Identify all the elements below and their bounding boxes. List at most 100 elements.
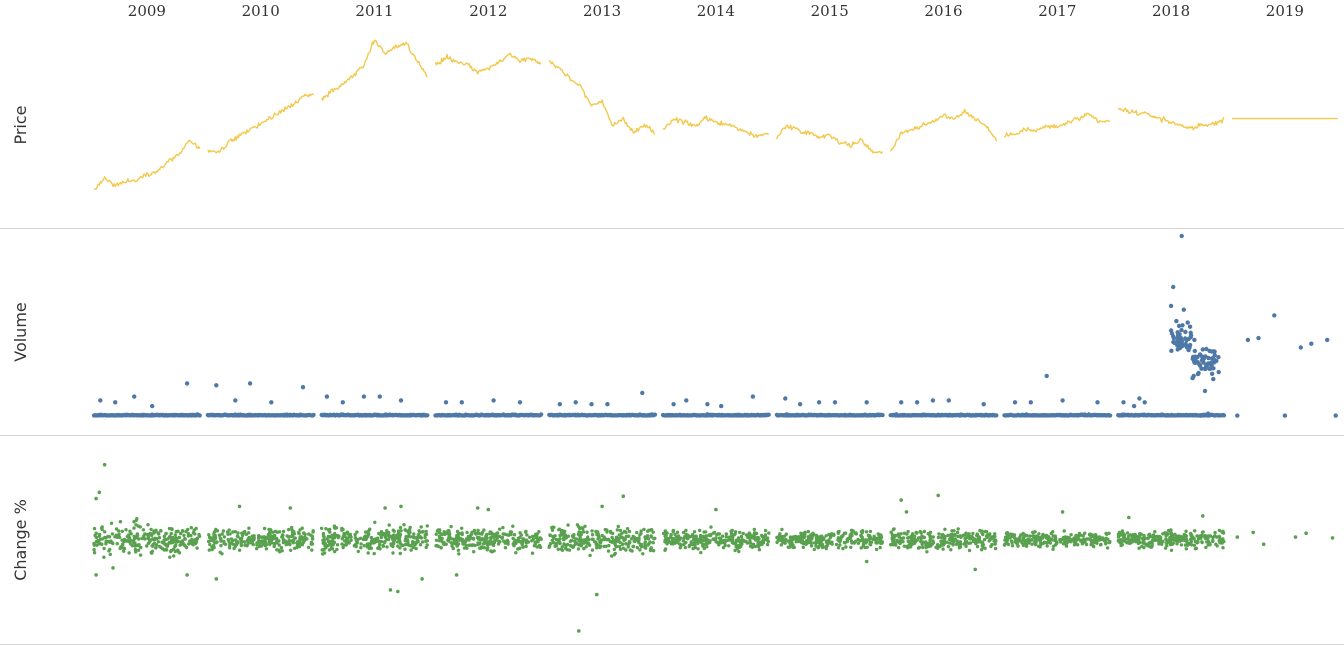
change-point	[164, 537, 168, 542]
change-point	[485, 548, 489, 552]
change-point	[1016, 540, 1020, 544]
change-point	[1205, 540, 1209, 544]
change-point	[1004, 535, 1008, 539]
change-point	[1062, 529, 1066, 533]
change-point	[834, 542, 839, 547]
change-point	[239, 541, 243, 546]
volume-point	[1282, 413, 1288, 418]
change-point	[456, 548, 461, 552]
volume-point	[1198, 413, 1203, 418]
change-point	[1137, 537, 1141, 541]
change-point	[562, 532, 566, 537]
volume-point	[517, 400, 523, 405]
change-point	[117, 535, 122, 540]
change-point	[748, 541, 753, 545]
change-point	[623, 537, 627, 542]
change-point	[231, 538, 235, 543]
change-point	[267, 540, 271, 544]
change-point	[731, 538, 735, 542]
change-point	[527, 535, 532, 539]
change-point	[133, 541, 137, 545]
change-point	[676, 534, 681, 538]
change-point	[919, 531, 923, 535]
change-point	[906, 546, 910, 550]
change-point	[889, 530, 893, 534]
change-point	[172, 539, 177, 543]
change-point	[1073, 541, 1077, 546]
volume-point	[1211, 376, 1216, 382]
change-point	[824, 544, 828, 548]
change-point	[356, 549, 360, 554]
year-header-2019: 2019	[1266, 2, 1304, 20]
change-point	[120, 538, 124, 542]
change-point	[760, 533, 764, 538]
change-point	[819, 534, 823, 538]
change-point	[438, 528, 442, 532]
change-point	[832, 533, 836, 537]
change-point	[614, 544, 618, 548]
change-point	[730, 540, 734, 545]
change-point	[1098, 543, 1103, 547]
change-point	[1083, 540, 1087, 544]
change-point	[367, 544, 372, 548]
change-point	[1038, 545, 1042, 549]
change-point	[868, 543, 873, 547]
change-point	[396, 589, 400, 594]
change-point	[475, 535, 480, 540]
volume-point	[1197, 363, 1203, 368]
change-point	[421, 540, 425, 544]
change-point	[1122, 539, 1126, 543]
change-point	[559, 531, 564, 535]
change-point	[737, 549, 741, 554]
change-point	[901, 540, 905, 544]
change-point	[500, 536, 504, 540]
change-point	[1138, 532, 1142, 536]
change-point	[1151, 539, 1155, 543]
change-point	[649, 547, 653, 552]
change-point	[953, 533, 957, 537]
volume-point	[684, 398, 689, 403]
volume-point	[1060, 398, 1065, 403]
change-point	[729, 535, 733, 539]
change-point	[457, 531, 461, 536]
change-point	[853, 539, 858, 543]
change-point	[780, 527, 784, 532]
change-point	[821, 537, 826, 542]
change-point	[572, 533, 576, 537]
volume-point	[1028, 400, 1034, 405]
change-point	[926, 544, 931, 549]
change-point	[437, 539, 442, 543]
change-point	[781, 537, 785, 542]
change-point	[530, 551, 535, 555]
change-point	[620, 535, 624, 539]
volume-point	[589, 402, 594, 407]
change-point	[359, 542, 363, 546]
change-point	[538, 545, 543, 550]
change-point	[581, 527, 585, 531]
change-point	[233, 530, 237, 534]
change-point	[367, 529, 371, 533]
change-point	[1059, 540, 1063, 544]
change-point	[609, 554, 614, 558]
change-point	[165, 548, 169, 552]
change-point	[622, 529, 627, 534]
change-point	[439, 546, 443, 550]
price-line-2011	[320, 39, 428, 101]
change-point	[511, 524, 515, 528]
change-point	[157, 544, 162, 549]
change-point	[264, 547, 269, 551]
change-point	[405, 538, 410, 542]
change-point	[1168, 535, 1172, 540]
change-point	[92, 526, 97, 531]
change-point	[97, 490, 102, 495]
price-line-2009	[93, 139, 201, 190]
change-point	[572, 535, 576, 540]
change-point	[156, 540, 161, 544]
change-point	[1030, 542, 1034, 546]
change-point	[455, 544, 459, 548]
change-point	[537, 530, 541, 534]
change-point	[464, 543, 468, 547]
change-point	[94, 496, 98, 501]
change-point	[295, 545, 299, 550]
change-point	[651, 530, 655, 534]
